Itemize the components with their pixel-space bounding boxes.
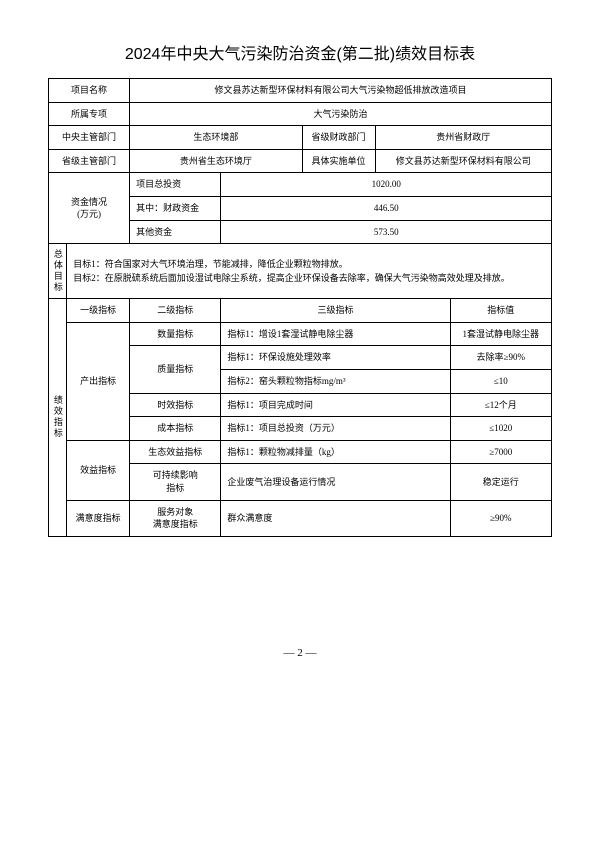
value-special: 大气污染防治	[130, 102, 552, 126]
value-total-invest: 1020.00	[221, 173, 552, 197]
qty-l3: 指标1：增设1套湿试静电除尘器	[221, 322, 450, 346]
label-cost: 成本指标	[130, 417, 221, 441]
main-table: 项目名称 修文县苏达新型环保材料有限公司大气污染物超低排放改造项目 所属专项 大…	[48, 78, 552, 537]
overall-goals: 目标1：符合国家对大气环境治理，节能减排，降低企业颗粒物排放。 目标2：在原脱硫…	[67, 244, 552, 299]
qual1-l3: 指标1：环保设施处理效率	[221, 346, 450, 370]
label-benefit: 效益指标	[67, 440, 130, 500]
header-value: 指标值	[450, 299, 551, 323]
label-output: 产出指标	[67, 322, 130, 440]
time-val: ≤12个月	[450, 393, 551, 417]
sustain-val: 稳定运行	[450, 464, 551, 500]
label-fund: 资金情况 (万元)	[49, 173, 130, 244]
goal-2: 目标2：在原脱硫系统后面加设湿试电除尘系统，提高企业环保设备去除率，确保大气污染…	[73, 271, 545, 285]
label-fiscal: 其中：财政资金	[130, 196, 221, 220]
goal-1: 目标1：符合国家对大气环境治理，节能减排，降低企业颗粒物排放。	[73, 257, 545, 271]
qual2-val: ≤10	[450, 369, 551, 393]
page-title: 2024年中央大气污染防治资金(第二批)绩效目标表	[48, 40, 552, 64]
label-prov-dept: 省级主管部门	[49, 149, 130, 173]
label-perf-indicator: 绩效指标	[49, 299, 67, 537]
label-overall-goal: 总体目标	[49, 244, 67, 299]
label-special: 所属专项	[49, 102, 130, 126]
cost-val: ≤1020	[450, 417, 551, 441]
label-eco: 生态效益指标	[130, 440, 221, 464]
sat-val: ≥90%	[450, 500, 551, 536]
label-project-name: 项目名称	[49, 79, 130, 103]
label-time: 时效指标	[130, 393, 221, 417]
label-sat-sub: 服务对象 满意度指标	[130, 500, 221, 536]
value-impl-unit: 修文县苏达新型环保材料有限公司	[375, 149, 551, 173]
label-satisfaction: 满意度指标	[67, 500, 130, 536]
label-impl-unit: 具体实施单位	[302, 149, 375, 173]
label-total-invest: 项目总投资	[130, 173, 221, 197]
label-quality: 质量指标	[130, 346, 221, 393]
header-level1: 一级指标	[67, 299, 130, 323]
value-project-name: 修文县苏达新型环保材料有限公司大气污染物超低排放改造项目	[130, 79, 552, 103]
value-prov-fin: 贵州省财政厅	[375, 126, 551, 150]
label-other-fund: 其他资金	[130, 220, 221, 244]
cost-l3: 指标1：项目总投资（万元）	[221, 417, 450, 441]
label-sustain: 可持续影响 指标	[130, 464, 221, 500]
header-level2: 二级指标	[130, 299, 221, 323]
sat-l3: 群众满意度	[221, 500, 450, 536]
label-prov-fin: 省级财政部门	[302, 126, 375, 150]
qty-val: 1套湿试静电除尘器	[450, 322, 551, 346]
value-other-fund: 573.50	[221, 220, 552, 244]
sustain-l3: 企业废气治理设备运行情况	[221, 464, 450, 500]
label-central-dept: 中央主管部门	[49, 126, 130, 150]
page-number: — 2 —	[48, 647, 552, 659]
eco-l3: 指标1：颗粒物减排量（kg）	[221, 440, 450, 464]
header-level3: 三级指标	[221, 299, 450, 323]
value-fiscal: 446.50	[221, 196, 552, 220]
time-l3: 指标1：项目完成时间	[221, 393, 450, 417]
value-central-dept: 生态环境部	[130, 126, 302, 150]
eco-val: ≥7000	[450, 440, 551, 464]
label-qty: 数量指标	[130, 322, 221, 346]
qual1-val: 去除率≥90%	[450, 346, 551, 370]
value-prov-dept: 贵州省生态环境厅	[130, 149, 302, 173]
qual2-l3: 指标2：窑头颗粒物指标mg/m³	[221, 369, 450, 393]
